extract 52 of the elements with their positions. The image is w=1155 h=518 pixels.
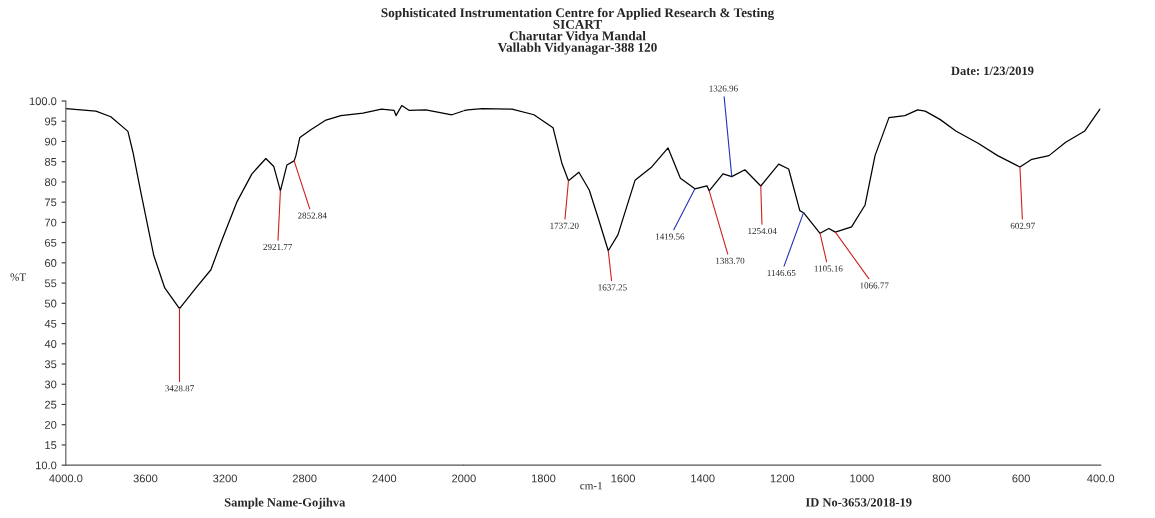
- x-tick-label: 1400: [691, 474, 715, 483]
- y-tick-label: 30: [44, 380, 57, 389]
- y-tick-label: 15: [45, 441, 57, 450]
- x-tick-label: 2800: [292, 474, 317, 483]
- x-tick-label: 800: [932, 474, 951, 483]
- x-tick-label: 1800: [531, 474, 556, 483]
- y-tick-label: 100.0: [29, 97, 57, 106]
- x-tick-label: 3600: [133, 474, 158, 483]
- y-tick-label: 90: [44, 137, 57, 146]
- annotation: 3428.87: [165, 385, 194, 392]
- x-tick-label: 1600: [611, 474, 635, 483]
- y-tick-label: 25: [45, 400, 57, 409]
- y-tick-label: 65: [45, 238, 57, 247]
- x-tick-label: 4000.0: [49, 474, 83, 483]
- x-tick-label: 2400: [372, 474, 397, 483]
- x-tick-label: 600: [1012, 474, 1030, 483]
- y-axis-title: %T: [10, 273, 26, 281]
- annotation: 1637.25: [598, 284, 627, 291]
- annotation: 1419.56: [656, 233, 685, 240]
- x-tick-label: 1000: [850, 474, 874, 483]
- text: ID No-3653/2018-19: [805, 498, 912, 507]
- annotation: 1146.65: [767, 269, 796, 277]
- y-tick-label: 75: [45, 198, 57, 207]
- text: Sample Name-Gojihva: [224, 497, 346, 510]
- y-tick-label: 85: [44, 157, 57, 166]
- y-tick-label: 50: [44, 299, 57, 308]
- y-tick-label: 95: [44, 117, 57, 126]
- text: Date: 1/23/2019: [951, 66, 1034, 76]
- annotation: 1254.04: [748, 227, 777, 235]
- y-tick-label: 40: [44, 340, 57, 348]
- y-tick-label: 35: [44, 360, 57, 369]
- y-tick-label: 60: [45, 259, 57, 267]
- y-tick-label: 80: [44, 178, 57, 187]
- y-tick-label: 45: [44, 319, 57, 328]
- x-tick-label: 1200: [770, 474, 795, 483]
- x-tick-label: 400.0: [1087, 474, 1115, 483]
- annotation: 2852.84: [297, 212, 327, 219]
- y-tick-label: 55: [44, 279, 57, 288]
- annotation: 602.97: [1010, 222, 1035, 229]
- x-axis-title: cm-1: [580, 481, 602, 490]
- y-tick-label: 70: [45, 218, 57, 227]
- y-tick-label: 10.0: [36, 461, 57, 470]
- annotation: 1326.96: [709, 85, 738, 92]
- x-tick-label: 2000: [452, 474, 476, 483]
- text: Sophisticated Instrumentation Centre for Applied Research & Testing SICART Charutar Vidya Mandal Vallabh Vidyanagar-388 120: [381, 7, 775, 55]
- annotation: 2921.77: [263, 243, 293, 251]
- annotation: 1737.20: [550, 222, 579, 229]
- annotation: 1066.77: [860, 282, 889, 289]
- y-tick-label: 20: [45, 420, 57, 429]
- x-tick-label: 3200: [213, 474, 237, 483]
- annotation: 1383.70: [716, 257, 745, 264]
- annotation: 1105.16: [814, 265, 843, 272]
